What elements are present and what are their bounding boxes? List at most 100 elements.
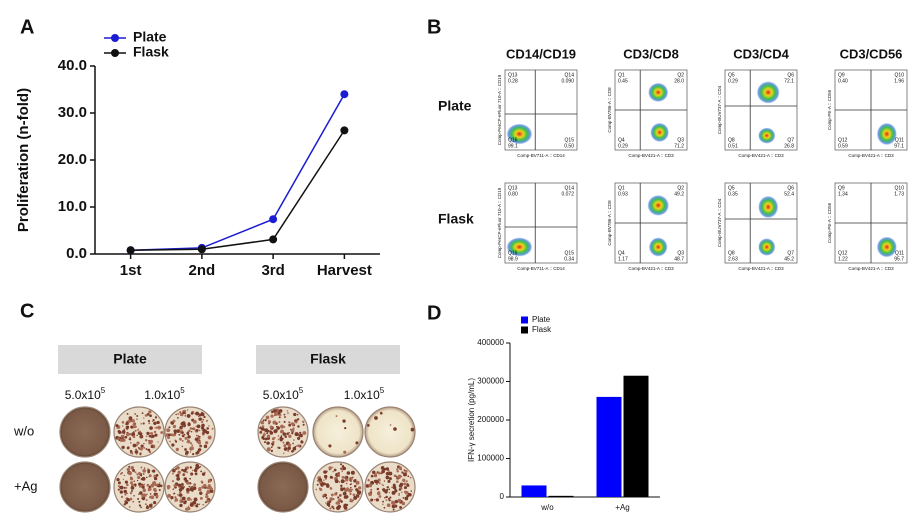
spot [142, 488, 147, 493]
spot [160, 431, 164, 435]
group-header: Flask [310, 351, 346, 367]
spot [395, 480, 399, 484]
spot [268, 422, 270, 425]
well [312, 406, 364, 458]
y-axis-label: Comp-PerCP-eFluor 710-A :: CD19 [497, 187, 502, 258]
spot [352, 499, 354, 502]
gate-percent: 0.28 [508, 78, 518, 84]
gate-percent: 1.22 [838, 256, 848, 262]
spot [345, 495, 349, 499]
spot [193, 497, 198, 502]
spot [331, 505, 334, 509]
spot [121, 445, 125, 450]
spot [175, 474, 178, 477]
spot [123, 489, 127, 494]
spot [129, 491, 133, 495]
spot [399, 505, 402, 509]
spot [266, 447, 271, 452]
spot [120, 495, 124, 499]
spot [146, 431, 150, 435]
spot [148, 474, 152, 478]
spot [137, 497, 140, 500]
spot [173, 484, 177, 488]
spot [136, 473, 139, 476]
spot [287, 446, 291, 450]
spot [340, 484, 343, 488]
spot [186, 481, 190, 485]
spot [391, 490, 396, 495]
spot [344, 476, 347, 478]
gate-name: Q14 [565, 72, 575, 78]
spot [181, 496, 186, 501]
spot [340, 500, 343, 503]
spot [349, 483, 352, 486]
spot [206, 427, 209, 430]
gate-name: Q12 [838, 137, 848, 143]
spot [409, 476, 412, 479]
cell-cluster [756, 81, 780, 104]
spot [153, 421, 157, 426]
spot [155, 474, 159, 477]
y-tick-label: 30.0 [58, 104, 87, 121]
spot [148, 410, 152, 414]
spot [137, 472, 141, 476]
spot [136, 418, 138, 420]
spot [137, 475, 141, 480]
spot [280, 424, 284, 429]
spot [187, 422, 191, 427]
spot [184, 436, 188, 440]
spot [121, 429, 126, 434]
spot [176, 466, 180, 470]
gate-name: Q4 [618, 137, 625, 143]
spot [142, 468, 147, 473]
spot [138, 430, 141, 433]
spot [400, 487, 403, 490]
series-line [130, 93, 346, 251]
spot [187, 409, 189, 411]
spot [154, 427, 156, 429]
spot [138, 504, 142, 507]
spot [279, 413, 282, 416]
spot [193, 483, 197, 487]
gate-name: Q16 [508, 250, 518, 256]
spot [382, 484, 385, 487]
spot [398, 488, 402, 491]
spot [170, 497, 173, 500]
spot [299, 433, 303, 438]
spot [141, 412, 144, 415]
spot [404, 469, 408, 473]
spot [158, 489, 161, 492]
spot [183, 425, 185, 427]
spot [172, 472, 174, 475]
spot [121, 471, 123, 474]
spot [189, 446, 194, 451]
spot [324, 477, 327, 480]
spot [264, 437, 268, 441]
spot [266, 434, 271, 438]
spot [159, 484, 163, 488]
spot [119, 490, 123, 494]
well [364, 406, 416, 458]
spot [333, 468, 337, 472]
spot [329, 497, 334, 501]
point [197, 245, 206, 254]
spot [394, 488, 397, 491]
spot [194, 437, 199, 441]
spot [386, 503, 391, 508]
spot [374, 473, 378, 477]
gate-name: Q15 [565, 250, 575, 256]
spot [132, 468, 135, 472]
cell-cluster [647, 195, 669, 216]
x-axis-label: Comp-BV421-A :: CD3 [848, 153, 894, 158]
row-label: Plate [438, 98, 472, 114]
spot [126, 432, 130, 437]
spot [200, 470, 203, 473]
spot [189, 482, 192, 485]
spot [198, 486, 202, 490]
spot [148, 422, 151, 425]
spot [278, 414, 280, 416]
spot [388, 491, 390, 494]
spot [149, 493, 152, 495]
spot [316, 483, 319, 486]
spot [351, 500, 353, 503]
